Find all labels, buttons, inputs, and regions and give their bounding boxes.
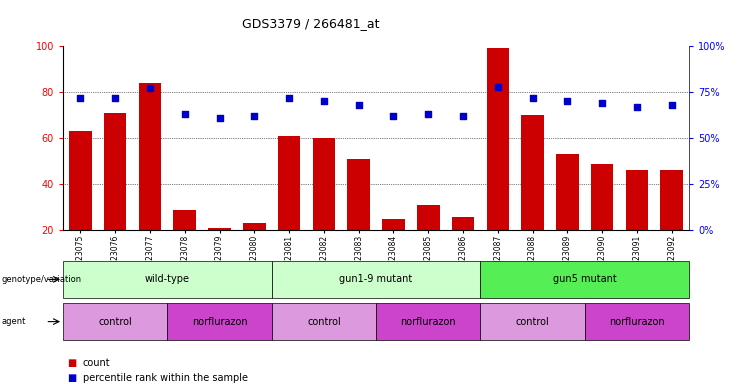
Point bbox=[179, 111, 190, 118]
Bar bbox=[69, 131, 92, 230]
Text: wild-type: wild-type bbox=[144, 274, 190, 285]
Bar bbox=[173, 210, 196, 230]
Bar bbox=[313, 138, 335, 230]
Text: control: control bbox=[307, 316, 341, 327]
Bar bbox=[417, 205, 439, 230]
Point bbox=[144, 85, 156, 91]
Bar bbox=[521, 115, 544, 230]
Point bbox=[283, 94, 295, 101]
Bar bbox=[208, 228, 231, 230]
Point bbox=[631, 104, 643, 110]
Bar bbox=[348, 159, 370, 230]
Text: count: count bbox=[83, 358, 110, 368]
Point bbox=[318, 98, 330, 104]
Point bbox=[422, 111, 434, 118]
Point bbox=[109, 94, 121, 101]
Text: control: control bbox=[99, 316, 132, 327]
Text: agent: agent bbox=[1, 317, 26, 326]
Bar bbox=[104, 113, 127, 230]
Point bbox=[388, 113, 399, 119]
Point bbox=[248, 113, 260, 119]
Text: ■: ■ bbox=[67, 358, 76, 368]
Bar bbox=[382, 219, 405, 230]
Point bbox=[74, 94, 86, 101]
Text: norflurazon: norflurazon bbox=[400, 316, 456, 327]
Text: GDS3379 / 266481_at: GDS3379 / 266481_at bbox=[242, 17, 380, 30]
Bar bbox=[278, 136, 300, 230]
Text: genotype/variation: genotype/variation bbox=[1, 275, 82, 284]
Bar bbox=[243, 223, 265, 230]
Point bbox=[597, 100, 608, 106]
Bar bbox=[625, 170, 648, 230]
Bar bbox=[660, 170, 683, 230]
Point bbox=[213, 115, 225, 121]
Text: norflurazon: norflurazon bbox=[192, 316, 247, 327]
Point bbox=[666, 102, 678, 108]
Bar bbox=[556, 154, 579, 230]
Text: gun5 mutant: gun5 mutant bbox=[553, 274, 617, 285]
Bar bbox=[487, 48, 509, 230]
Point bbox=[457, 113, 469, 119]
Text: gun1-9 mutant: gun1-9 mutant bbox=[339, 274, 413, 285]
Text: control: control bbox=[516, 316, 550, 327]
Text: ■: ■ bbox=[67, 373, 76, 383]
Bar bbox=[591, 164, 614, 230]
Bar bbox=[139, 83, 162, 230]
Point bbox=[492, 84, 504, 90]
Text: percentile rank within the sample: percentile rank within the sample bbox=[83, 373, 248, 383]
Text: norflurazon: norflurazon bbox=[609, 316, 665, 327]
Point bbox=[562, 98, 574, 104]
Point bbox=[353, 102, 365, 108]
Bar bbox=[452, 217, 474, 230]
Point bbox=[527, 94, 539, 101]
